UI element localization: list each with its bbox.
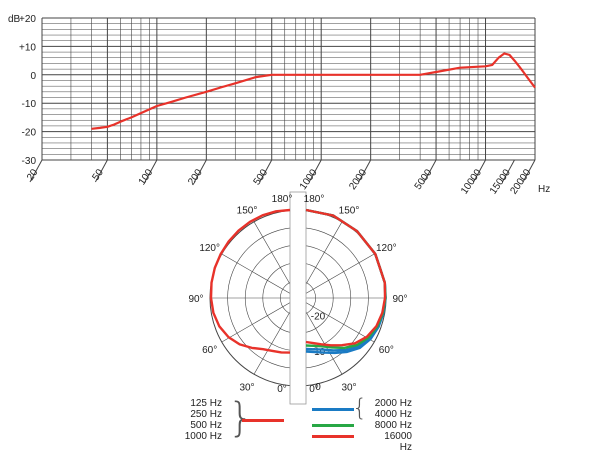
polar-angle-labels: 180° 180° 150° 150° 120° 120° 90° 90° 60° 60° 30° 3… [188,194,407,395]
y-tick-label: 0 [30,71,36,82]
y-tick-label: +20 [19,14,36,25]
y-axis-label: dB [8,14,21,25]
legend-label: 8000 Hz [374,420,412,431]
x-tick-mark [94,159,108,183]
polar-angle-label: 150° [237,206,258,217]
polar-radial-label: 0 [315,382,321,393]
y-tick-label: -30 [22,156,37,167]
x-tick-mark [308,159,322,183]
polar-angle-label: 0° [277,384,287,395]
polar-angle-label: 0° [309,384,319,395]
polar-spoke [297,297,375,343]
legend-label: 125 Hz [190,398,222,409]
legend-swatch-16000hz [312,435,354,438]
polar-angle-label: 150° [339,206,360,217]
y-tick-label: -20 [22,128,37,139]
x-tick-mark [473,159,486,183]
frequency-response-chart: +20+100-10-20-30 20 50 100 200 500 1000 2000 50… [8,14,550,197]
x-tick-mark [144,159,158,183]
y-tick-labels: +20 +10 0 -10 -20 -30 [19,14,36,167]
x-tick-mark [29,159,43,183]
polar-angle-label: 60° [379,345,394,356]
polar-angle-label: 90° [188,294,203,305]
polar-angle-label: 180° [272,194,293,205]
polar-series-line [209,208,291,354]
frequency-grid [41,17,536,161]
x-tick-mark [522,159,536,183]
legend-right-group: 2000 Hz 4000 Hz 8000 Hz 16000 Hz [372,398,412,453]
legend-label: 500 Hz [190,420,222,431]
polar-angle-label: 30° [341,382,356,393]
polar-angle-label: 180° [304,194,325,205]
polar-spoke [221,253,299,299]
x-axis-label: Hz [538,184,550,195]
legend-label: 16000 Hz [384,431,412,453]
legend-left-group: 125 Hz 250 Hz 500 Hz 1000 Hz [170,398,222,442]
legend-swatch-low-freq [242,419,284,422]
polar-series-line [305,208,387,347]
x-tick-mark [259,159,273,183]
x-tick-mark [358,159,372,183]
polar-spoke [221,297,299,343]
x-tick-mark [193,159,207,183]
y-tick-label: +10 [19,42,36,53]
legend-label: 2000 Hz [374,398,412,409]
legend-label: 250 Hz [190,409,222,420]
x-tick-mark [502,159,515,183]
polar-spoke [297,253,375,299]
legend-brace-right: { [352,394,368,422]
frequency-response-line [91,52,536,130]
polar-radial-label: -20 [311,312,326,323]
polar-divider [289,191,307,405]
polar-angle-label: 120° [199,243,220,254]
legend-swatch-2000hz [312,408,354,411]
polar-grid [209,191,387,405]
x-tick-mark [423,159,437,183]
polar-angle-label: 60° [202,345,217,356]
y-tick-label: -10 [22,99,37,110]
legend-label: 1000 Hz [184,431,222,442]
legend-brace-left: } [228,395,254,441]
polar-angle-label: 90° [392,294,407,305]
legend-label: 4000 Hz [374,409,412,420]
legend-swatch-8000hz [312,424,354,427]
polar-angle-label: 120° [376,243,397,254]
polar-angle-label: 30° [239,382,254,393]
polar-series [209,208,387,355]
